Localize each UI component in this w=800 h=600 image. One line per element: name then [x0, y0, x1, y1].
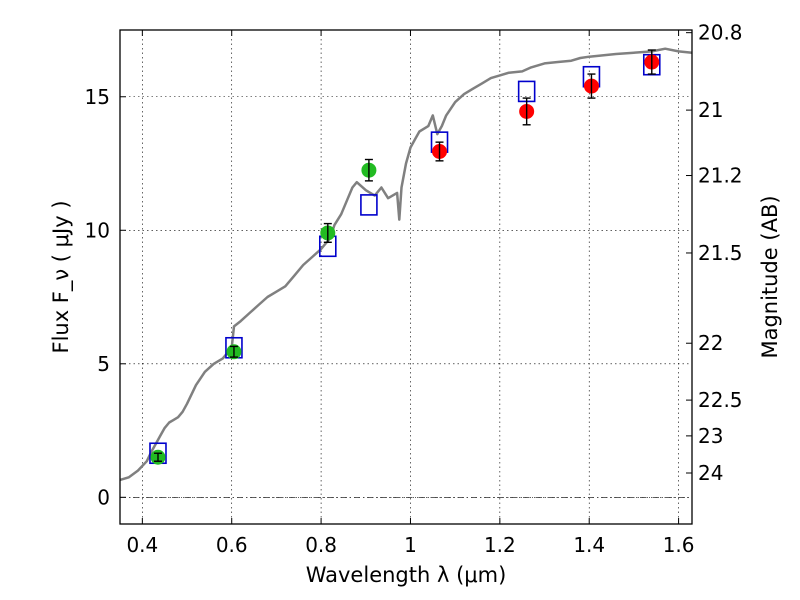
y-axis-title: Flux F_ν ( μJy ): [49, 200, 74, 353]
x-tick-label: 0.8: [305, 533, 337, 557]
y-tick-label: 5: [97, 352, 110, 376]
model-photometry-group: [149, 53, 661, 465]
y2-tick-label: 22: [698, 331, 723, 355]
x-tick-label: 1.2: [484, 533, 516, 557]
ticks-layer: 0.4 0.6 0.8 1 1.2 1.4 1.6 0 5 10 15 20.8 21 21.2 21.5 2…: [85, 21, 743, 557]
x-tick-label: 0.6: [216, 533, 248, 557]
y-tick-label: 15: [85, 85, 110, 109]
x-tick-label: 1.6: [663, 533, 695, 557]
model-photometry-box: [360, 194, 378, 216]
observed-nir-group: [432, 49, 660, 162]
model-spectrum-line: [119, 47, 693, 482]
y2-tick-label: 21.2: [698, 164, 743, 188]
y2-tick-label: 21: [698, 98, 723, 122]
y2-tick-label: 24: [698, 461, 723, 485]
y2-tick-label: 21.5: [698, 241, 743, 265]
x-tick-label: 0.4: [126, 533, 158, 557]
y2-axis-title: Magnitude (AB): [758, 195, 782, 358]
y2-tick-label: 23: [698, 424, 723, 448]
x-tick-label: 1: [404, 533, 417, 557]
plot-frame: [119, 29, 693, 525]
y-tick-label: 10: [85, 218, 110, 242]
x-axis-title: Wavelength λ (μm): [306, 563, 507, 587]
y2-tick-label: 20.8: [698, 21, 743, 45]
x-tick-label: 1.4: [573, 533, 605, 557]
grid-layer: [120, 30, 692, 524]
observed-optical-group: [150, 158, 377, 465]
y2-tick-label: 22.5: [698, 388, 743, 412]
y-tick-label: 0: [97, 485, 110, 509]
